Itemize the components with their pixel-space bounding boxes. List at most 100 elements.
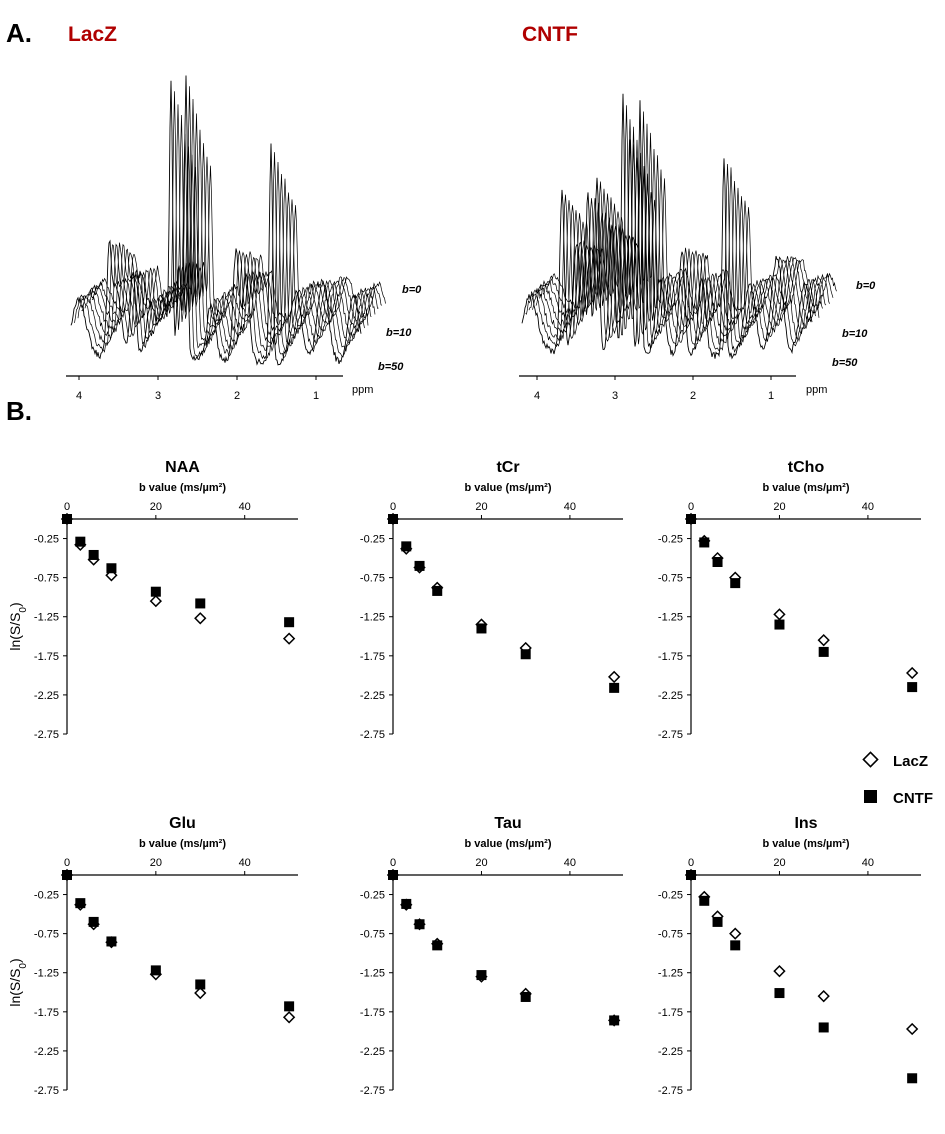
x-tick-label: 20 xyxy=(475,501,487,513)
cntf-ppm-tick-4: 4 xyxy=(534,390,540,402)
spectrum-trace xyxy=(91,154,383,327)
y-tick-label: -0.75 xyxy=(34,573,59,585)
cntf-point xyxy=(432,585,443,596)
cntf-ppm-tick-2: 2 xyxy=(690,390,696,402)
cntf-point xyxy=(401,898,412,909)
lacz-point xyxy=(194,612,207,625)
y-tick-label: -0.75 xyxy=(360,573,385,585)
lacz-point xyxy=(608,670,621,684)
y-tick-label: -1.75 xyxy=(360,1007,385,1019)
x-axis-label: b value (ms/µm²) xyxy=(762,482,849,494)
x-tick-label: 20 xyxy=(773,501,785,513)
y-tick-label: -1.25 xyxy=(360,968,385,980)
cntf-point xyxy=(414,560,425,571)
y-tick-label: -0.75 xyxy=(658,929,683,941)
y-tick-label: -2.75 xyxy=(658,1085,683,1097)
y-tick-label: -0.75 xyxy=(34,929,59,941)
y-axis-label: ln(S/S0) xyxy=(7,958,29,1006)
lacz-ppm-tick-1: 1 xyxy=(313,390,319,402)
plot-naa: NAA b value (ms/µm²) 0 20 40 -0.25 -0.75 -1.25 -… xyxy=(7,459,298,741)
y-tick-label: -2.75 xyxy=(34,729,59,741)
cntf-point xyxy=(907,682,918,693)
y-tick-label: -0.75 xyxy=(658,573,683,585)
cntf-point xyxy=(699,537,710,548)
lacz-point xyxy=(282,632,296,645)
legend-lacz-marker xyxy=(862,751,879,768)
y-tick-label: -0.25 xyxy=(360,534,385,546)
y-tick-label: -1.75 xyxy=(34,651,59,663)
y-tick-label: -2.25 xyxy=(658,690,683,702)
lacz-point xyxy=(149,594,162,608)
lacz-ppm-label: ppm xyxy=(352,384,373,396)
cntf-point xyxy=(476,623,487,634)
y-tick-label: -1.25 xyxy=(34,612,59,624)
cntf-point xyxy=(195,979,206,990)
legend-cntf-label: CNTF xyxy=(893,790,933,807)
x-axis-label: b value (ms/µm²) xyxy=(139,482,226,494)
y-tick-label: -1.75 xyxy=(34,1007,59,1019)
plot-title: Ins xyxy=(794,815,817,832)
cntf-point xyxy=(730,578,741,589)
spectrum-trace xyxy=(525,105,816,353)
lacz-ppm-tick-4: 4 xyxy=(76,390,82,402)
spectrum-trace xyxy=(95,165,386,321)
lacz-point xyxy=(817,990,830,1003)
x-axis-label: b value (ms/µm²) xyxy=(464,838,551,850)
plot-ins: Ins b value (ms/µm²) 0 20 40 -0.25 -0.75 -1.25 -… xyxy=(658,815,921,1097)
cntf-point xyxy=(388,870,398,880)
lacz-b50-annotation: b=50 xyxy=(378,361,404,373)
lacz-spectra-title: LacZ xyxy=(68,23,117,46)
spectrum-trace xyxy=(84,129,376,340)
plot-title: tCho xyxy=(788,459,825,476)
cntf-point xyxy=(75,536,86,547)
cntf-point xyxy=(686,870,696,880)
spectrum-trace xyxy=(521,93,813,360)
cntf-point xyxy=(414,919,425,930)
legend-lacz-label: LacZ xyxy=(893,753,928,770)
x-axis-label: b value (ms/µm²) xyxy=(139,838,226,850)
plot-title: Glu xyxy=(169,815,196,832)
spectrum-trace xyxy=(532,126,823,340)
cntf-spectra-stack xyxy=(521,93,837,360)
x-tick-label: 40 xyxy=(564,857,576,869)
y-tick-label: -2.25 xyxy=(34,1046,59,1058)
x-tick-label: 0 xyxy=(390,501,396,513)
x-tick-label: 20 xyxy=(150,857,162,869)
y-tick-label: -0.25 xyxy=(658,534,683,546)
x-tick-label: 40 xyxy=(862,857,874,869)
lacz-ppm-tick-3: 3 xyxy=(155,390,161,402)
lacz-ppm-axis: 4 3 2 1 ppm xyxy=(66,375,373,402)
y-tick-label: -1.25 xyxy=(658,612,683,624)
cntf-ppm-label: ppm xyxy=(806,384,827,396)
cntf-ppm-tick-1: 1 xyxy=(768,390,774,402)
cntf-point xyxy=(195,598,206,609)
cntf-point xyxy=(150,965,161,976)
cntf-point xyxy=(774,988,785,999)
x-tick-label: 0 xyxy=(64,857,70,869)
y-tick-label: -2.25 xyxy=(34,690,59,702)
plot-title: NAA xyxy=(165,459,200,476)
cntf-b50-annotation: b=50 xyxy=(832,357,858,369)
cntf-point xyxy=(476,970,487,981)
y-tick-label: -0.25 xyxy=(360,890,385,902)
lacz-b10-annotation: b=10 xyxy=(386,327,412,339)
x-tick-label: 20 xyxy=(475,857,487,869)
cntf-point xyxy=(520,649,531,660)
diffusion-plots: NAA b value (ms/µm²) 0 20 40 -0.25 -0.75 -1.25 -… xyxy=(7,459,921,1097)
cntf-point xyxy=(699,895,710,906)
cntf-spectra-title: CNTF xyxy=(522,23,578,46)
cntf-point xyxy=(62,514,72,524)
plot-tcr: tCr b value (ms/µm²) 0 20 40 -0.25 -0.75 -1.25 -… xyxy=(360,459,623,741)
y-tick-label: -0.25 xyxy=(34,890,59,902)
cntf-point xyxy=(520,991,531,1002)
plot-title: Tau xyxy=(494,815,521,832)
x-tick-label: 0 xyxy=(688,501,694,513)
cntf-point xyxy=(106,563,117,574)
lacz-point xyxy=(729,927,742,940)
legend-cntf-marker xyxy=(864,790,877,803)
y-tick-label: -2.25 xyxy=(658,1046,683,1058)
y-tick-label: -1.75 xyxy=(658,1007,683,1019)
y-tick-label: -0.75 xyxy=(360,929,385,941)
cntf-b10-annotation: b=10 xyxy=(842,328,868,340)
